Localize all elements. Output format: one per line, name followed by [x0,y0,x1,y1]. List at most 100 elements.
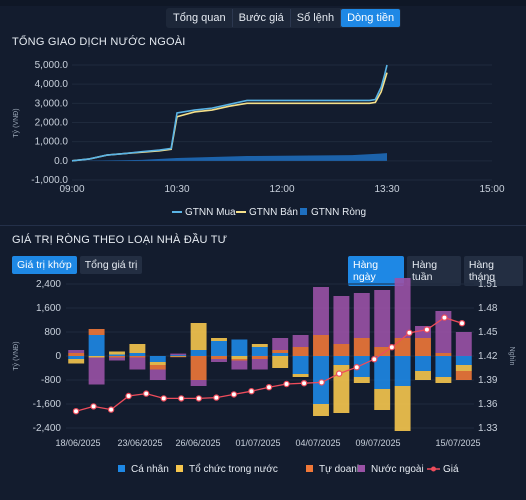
bar-ca-nhan [68,356,85,359]
bar-to-chuc [272,356,289,368]
legend-ca-nhan-marker [118,465,125,472]
price-point [441,314,448,321]
bar-to-chuc [292,374,309,377]
bar-to-chuc [313,404,329,416]
bar-ca-nhan [109,354,125,356]
tab-dong-tien[interactable]: Dòng tiền [341,9,401,27]
bar-nuoc-ngoai [394,278,411,338]
y-right-tick-label: 1.42 [478,351,498,362]
y-axis-label: Tỷ (VNĐ) [13,108,20,137]
bar-nuoc-ngoai [68,350,85,353]
y-right-tick-label: 1.48 [478,303,498,314]
bar-ca-nhan [435,356,452,377]
bar-to-chuc [190,323,207,350]
bar-tu-doanh [129,356,146,358]
legend-nuoc-ngoai: Nước ngoài [371,464,424,475]
bar-tu-doanh [190,356,207,380]
bar-ca-nhan [129,353,146,356]
bar-to-chuc [333,365,350,413]
bar-nuoc-ngoai [455,332,472,356]
x-tick-label: 01/07/2025 [235,438,280,448]
y-left-tick-label: 0 [55,351,61,362]
bar-to-chuc [415,371,431,380]
bar-tu-doanh [415,338,431,356]
price-point [423,326,431,333]
bar-tu-doanh [170,356,187,358]
y-right-tick-label: 1.51 [478,279,498,290]
bar-ca-nhan [190,350,207,356]
price-point [248,387,255,395]
bar-nuoc-ngoai [190,380,207,386]
bar-tu-doanh [211,356,227,359]
bar-tu-doanh [435,353,452,356]
tab-hang-tuan[interactable]: Hàng tuần [406,256,461,286]
x-tick-label: 04/07/2025 [295,438,340,448]
bar-nuoc-ngoai [129,357,146,370]
price-point [388,343,396,351]
y-tick-label: 3,000.0 [35,98,69,109]
legend-nuoc-ngoai-marker [358,465,365,472]
bar-tu-doanh [374,347,391,356]
price-point [283,380,290,388]
bar-ca-nhan [251,347,268,356]
bar-tu-doanh [455,371,472,380]
bar-to-chuc [170,356,187,357]
legend-sell: GTNN Bán [249,207,298,218]
price-point [160,395,167,402]
bar-ca-nhan [292,356,309,374]
tab-tong-gia-tri[interactable]: Tổng giá trị [79,256,143,274]
y-tick-label: 0.0 [54,156,68,167]
bar-tu-doanh [149,365,166,370]
top-strip [0,0,526,6]
price-point [406,329,413,337]
bar-nuoc-ngoai [170,353,187,356]
bar-tu-doanh [272,350,289,353]
price-point [318,379,325,386]
bar-to-chuc [394,386,411,431]
value-type-tabs: Giá trị khớp Tổng giá trị [12,256,145,274]
y-right-tick-label: 1.36 [478,399,498,410]
bar-tu-doanh [231,359,248,361]
price-point [125,392,132,400]
price-point [195,395,203,402]
bar-to-chuc [455,365,472,371]
x-tick-label: 26/06/2025 [175,438,220,448]
tab-gia-tri-khop[interactable]: Giá trị khớp [12,256,77,274]
price-point [371,355,378,363]
price-point [90,403,97,410]
tab-tong-quan[interactable]: Tổng quan [167,9,233,27]
tab-hang-thang[interactable]: Hàng tháng [463,256,523,286]
legend-to-chuc: Tổ chức trong nước [189,463,278,475]
price-point [230,391,238,398]
bar-to-chuc [231,356,248,359]
bar-nuoc-ngoai [251,359,268,370]
tab-buoc-gia[interactable]: Bước giá [233,9,291,27]
bar-to-chuc [149,362,166,365]
price-point [213,394,220,401]
x-tick-label: 18/06/2025 [55,438,100,448]
y-tick-label: 4,000.0 [35,79,69,90]
y-tick-label: 2,000.0 [35,118,69,129]
legend-buy: GTNN Mua [185,207,236,218]
chart2-title: GIÁ TRỊ RÒNG THEO LOẠI NHÀ ĐẦU TƯ [12,234,228,246]
y-left-tick-label: 800 [44,327,61,338]
y-tick-label: 1,000.0 [35,137,69,148]
tab-so-lenh[interactable]: Sổ lệnh [291,9,342,27]
bar-ca-nhan [415,356,431,371]
buy-line [71,64,388,162]
bar-tu-doanh [313,335,329,356]
legend-net-marker [300,208,307,215]
x-tick-label: 09:00 [59,184,84,195]
bar-nuoc-ngoai [88,357,105,385]
net-area [72,153,387,161]
bar-nuoc-ngoai [149,369,166,380]
x-tick-label: 13:30 [374,184,399,195]
bar-nuoc-ngoai [353,293,370,338]
y-right-tick-label: 1.39 [478,375,498,386]
x-tick-label: 23/06/2025 [117,438,162,448]
y-left-tick-label: -2,400 [33,423,62,434]
bar-tu-doanh [394,338,411,356]
y-left-tick-label: 2,400 [36,279,61,290]
y-left-axis-label: Tỷ (VNĐ) [13,341,20,370]
bar-ca-nhan [231,339,248,356]
